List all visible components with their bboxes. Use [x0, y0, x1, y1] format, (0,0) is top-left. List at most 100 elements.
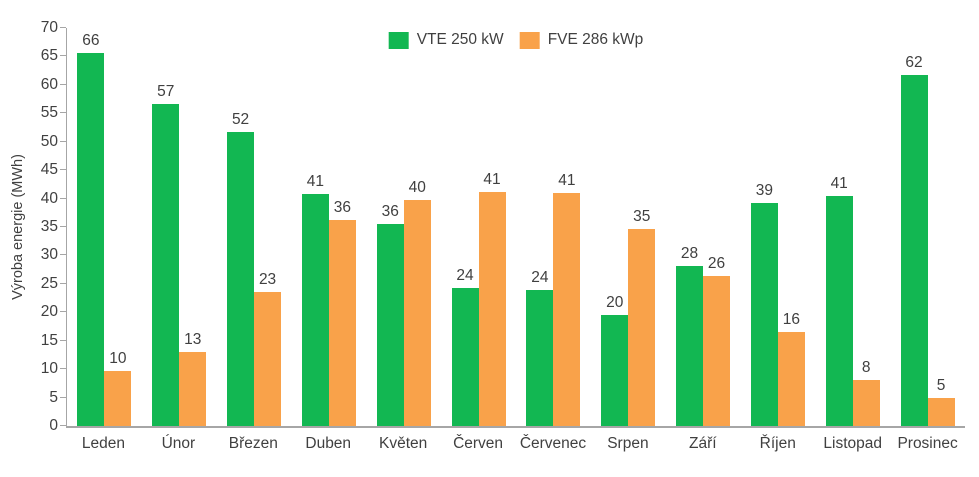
y-tick-mark	[60, 55, 66, 57]
y-tick-mark	[60, 83, 66, 85]
legend-item-vte: VTE 250 kW	[388, 31, 504, 49]
y-tick-mark	[60, 226, 66, 227]
bar-value-label: 24	[531, 268, 549, 286]
bar-value-label: 62	[905, 54, 923, 72]
legend-swatch-fve	[519, 31, 540, 49]
y-tick-label: 30	[40, 246, 58, 264]
y-tick-label: 65	[40, 47, 58, 65]
bar-value-label: 23	[258, 271, 277, 289]
y-tick-label: 35	[40, 218, 58, 235]
bar-value-label: 36	[333, 198, 352, 216]
bar-fve: 41	[478, 171, 506, 426]
chart-main: VTE 250 kW FVE 286 kWp 66 10 57 13 52 23 41 36 36…	[60, 27, 965, 477]
bar-groups: 66 10 57 13 52 23 41 36 36 40 24 41 24 41 20 35 28 26 39 16…	[67, 28, 965, 426]
bar-vte: 57	[152, 83, 180, 426]
y-tick-mark	[60, 282, 66, 284]
bar-value-label: 52	[231, 111, 250, 129]
bar-fve: 23	[254, 271, 282, 426]
bar-group: 39 16	[740, 28, 815, 426]
y-tick-mark	[60, 197, 66, 199]
x-axis-label: Říjen	[759, 435, 796, 452]
y-tick-label: 20	[40, 303, 58, 321]
bar-vte: 41	[825, 175, 853, 426]
x-axis-label: Září	[689, 435, 717, 452]
bar-fve: 41	[553, 172, 581, 426]
bar-fve: 40	[403, 179, 431, 426]
bar-value-label: 24	[456, 266, 474, 284]
bar-vte: 36	[376, 203, 404, 426]
bar-group: 24 41	[516, 28, 591, 426]
y-tick-label: 5	[49, 388, 58, 406]
bar-value-label: 28	[680, 244, 699, 262]
y-tick-mark	[60, 311, 66, 313]
bar-value-label: 57	[157, 82, 175, 100]
bar-fve: 16	[777, 311, 805, 426]
bar-vte: 39	[750, 182, 778, 426]
bar-fve: 13	[179, 331, 207, 426]
bar-group: 24 41	[441, 28, 516, 426]
bar-value-label: 41	[306, 173, 325, 191]
bar-value-label: 36	[381, 202, 399, 220]
x-axis-label: Květen	[379, 435, 428, 452]
bar-group: 62 5	[890, 28, 965, 426]
y-axis: 0 5 10 15 20 25 30 35 40 45 50 55 60 65 70	[30, 19, 66, 434]
x-axis-label: Listopad	[823, 435, 882, 452]
legend-swatch-vte	[388, 31, 409, 49]
bar-fve: 8	[852, 359, 880, 426]
bar-fve: 36	[328, 199, 356, 426]
y-tick-label: 25	[40, 274, 58, 292]
bar-value-label: 40	[408, 179, 426, 197]
x-axis-label: Březen	[228, 435, 278, 452]
bar-group: 36 40	[366, 28, 441, 426]
bar-vte: 62	[900, 54, 928, 426]
bar-group: 66 10	[67, 28, 142, 426]
bar-value-label: 8	[861, 358, 871, 376]
bar-value-label: 26	[707, 254, 726, 272]
x-axis: Leden Únor Březen Duben Květen Červen Červenec…	[66, 428, 965, 453]
bar-vte: 20	[601, 294, 629, 426]
bar-value-label: 10	[109, 350, 127, 368]
y-tick-mark	[60, 396, 66, 398]
bar-fve: 10	[104, 350, 132, 426]
bar-vte: 24	[451, 267, 479, 426]
y-tick-label: 60	[40, 75, 58, 93]
y-tick-label: 40	[40, 189, 58, 207]
y-tick-label: 70	[40, 19, 58, 36]
x-axis-label: Duben	[305, 435, 352, 452]
x-axis-label: Prosinec	[897, 435, 958, 452]
bar-vte: 41	[301, 173, 329, 426]
bar-value-label: 16	[782, 311, 800, 329]
legend: VTE 250 kW FVE 286 kWp	[388, 31, 644, 49]
x-axis-label: Srpen	[607, 435, 649, 452]
y-tick-label: 10	[40, 360, 58, 378]
y-tick-mark	[60, 254, 66, 256]
y-tick-mark	[60, 339, 66, 341]
bar-value-label: 41	[830, 174, 848, 192]
y-tick-mark	[60, 27, 66, 28]
bar-vte: 24	[526, 269, 554, 426]
bar-value-label: 41	[558, 172, 576, 190]
bar-value-label: 20	[606, 294, 624, 312]
y-tick-label: 55	[40, 104, 58, 122]
y-tick-label: 45	[40, 161, 58, 179]
y-tick-mark	[60, 368, 66, 370]
bar-value-label: 5	[936, 376, 946, 394]
bar-value-label: 35	[633, 207, 651, 225]
bar-group: 20 35	[591, 28, 666, 426]
y-tick-label: 15	[40, 331, 58, 349]
bar-group: 52 23	[217, 28, 292, 426]
bar-fve: 35	[628, 208, 656, 426]
bar-fve: 26	[703, 255, 731, 426]
bar-vte: 66	[77, 32, 105, 426]
y-tick-label: 50	[40, 132, 58, 150]
bar-value-label: 66	[82, 32, 100, 50]
legend-label: FVE 286 kWp	[547, 31, 644, 48]
bar-group: 41 8	[815, 28, 890, 426]
bar-value-label: 39	[755, 182, 773, 200]
bar-vte: 52	[227, 111, 255, 426]
y-tick-mark	[60, 169, 66, 171]
x-axis-label: Únor	[161, 435, 196, 452]
bar-fve: 5	[927, 377, 955, 426]
bar-group: 28 26	[666, 28, 741, 426]
